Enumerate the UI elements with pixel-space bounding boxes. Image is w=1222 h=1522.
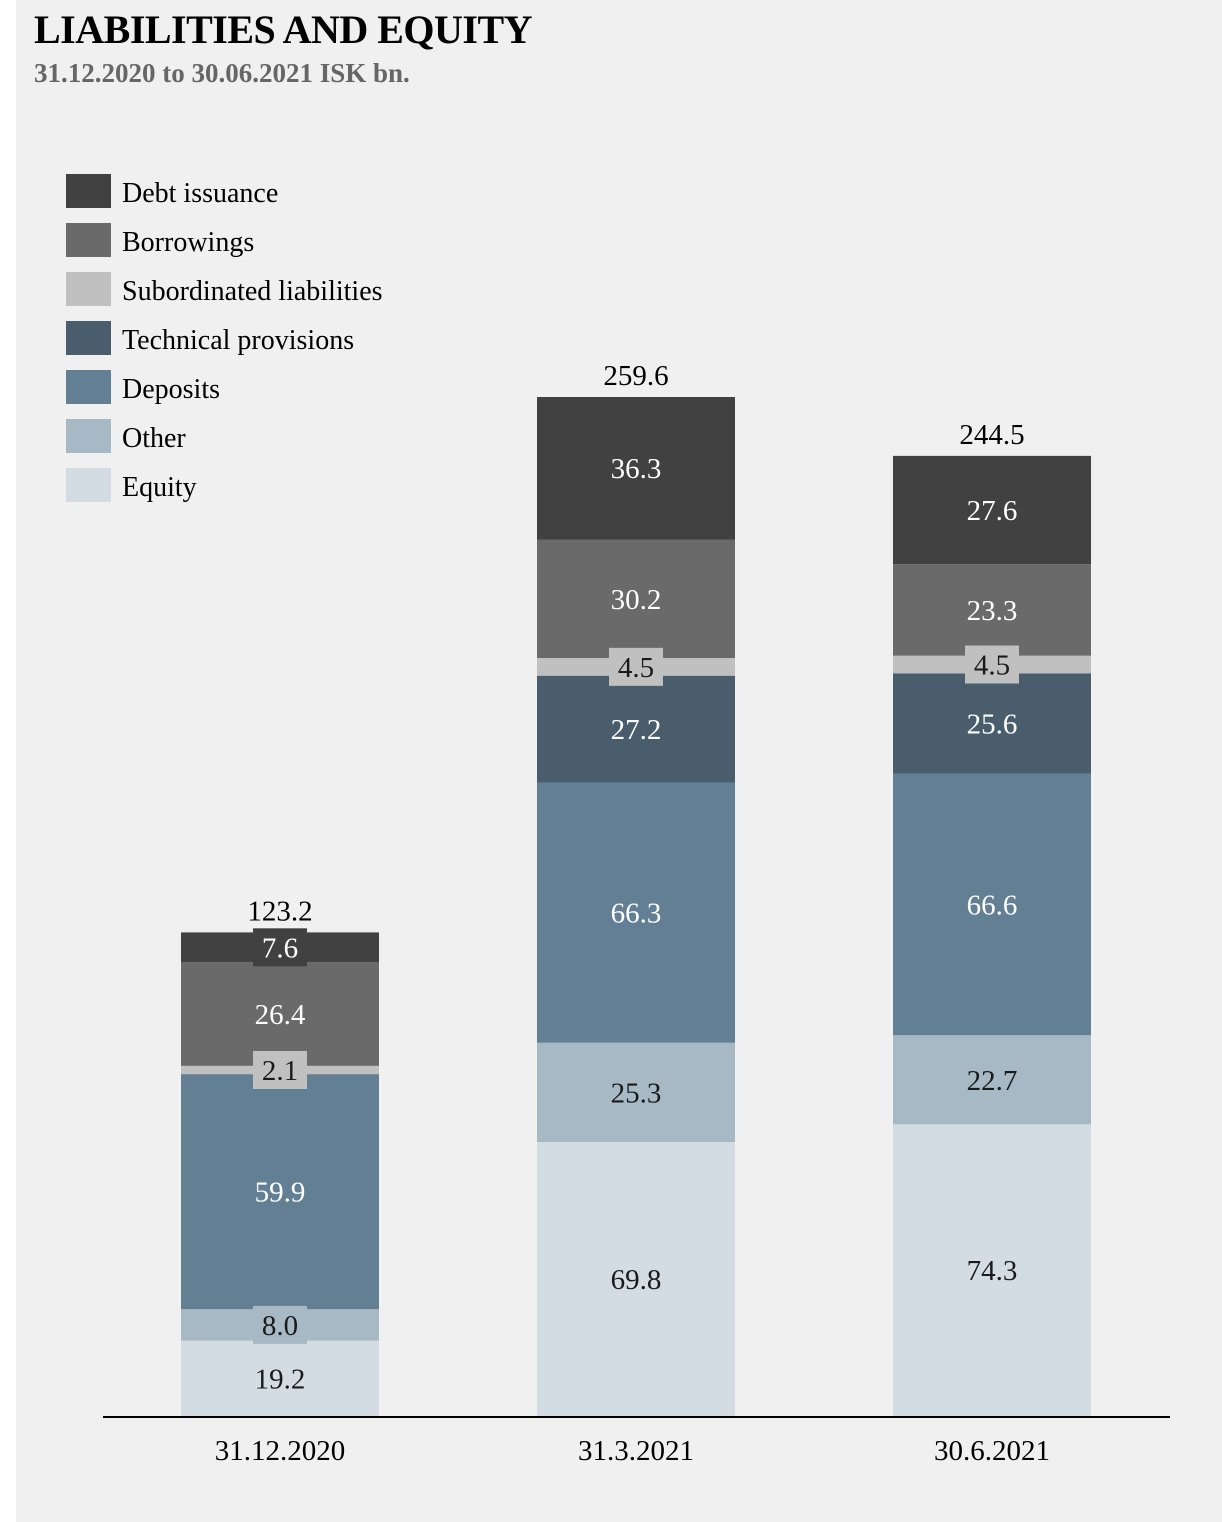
legend-label-debt-issuance: Debt issuance [122,178,278,209]
value-label-equity: 69.8 [611,1264,662,1296]
legend-swatch-borrowings [66,223,111,257]
legend-swatch-equity [66,468,111,502]
x-tick-label: 30.6.2021 [934,1435,1050,1467]
x-tick-label: 31.12.2020 [215,1435,346,1467]
bar-segment-borrowings [181,962,379,1066]
bar-segment-deposits [181,1074,379,1310]
value-label-other: 8.0 [262,1310,298,1342]
legend-label-equity: Equity [122,472,197,503]
value-label-bg [609,647,663,686]
legend-label-other: Other [122,423,186,454]
bar-segment-equity [893,1124,1091,1416]
value-label-subordinated-liabilities: 4.5 [974,650,1010,682]
value-label-borrowings: 30.2 [611,584,662,616]
bar-segment-deposits [537,782,735,1043]
legend-swatch-subordinated-liabilities [66,272,111,306]
value-label-deposits: 59.9 [255,1177,306,1209]
value-label-debt-issuance: 7.6 [262,932,298,964]
value-label-borrowings: 23.3 [967,595,1018,627]
value-label-bg [253,1050,307,1089]
bar-segment-borrowings [537,539,735,659]
value-label-debt-issuance: 36.3 [611,453,662,485]
bar-segment-equity [537,1142,735,1416]
value-label-equity: 19.2 [255,1363,306,1395]
total-label: 244.5 [959,419,1024,451]
bar-segment-other [893,1035,1091,1125]
x-tick-label: 31.3.2021 [578,1435,694,1467]
bar-segment-debt-issuance [537,397,735,540]
legend-swatch-technical-provisions [66,321,111,355]
legend-label-deposits: Deposits [122,374,220,405]
bar-segment-technical-provisions [537,675,735,783]
value-label-bg [253,928,307,967]
bars: 19.2 8.0 59.9 2.1 26.4 7.6 123.2 31.12.2020 69.8… [181,360,1091,1467]
total-label: 259.6 [603,360,668,392]
value-label-borrowings: 26.4 [255,999,306,1031]
value-label-technical-provisions: 27.2 [611,714,662,746]
bar-stack-31-12-2020: 19.2 8.0 59.9 2.1 26.4 7.6 123.2 31.12.2020 [181,895,379,1467]
total-label: 123.2 [247,895,312,927]
bar-segment-deposits [893,773,1091,1036]
value-label-bg [253,1305,307,1344]
legend-swatch-other [66,419,111,453]
value-label-deposits: 66.3 [611,898,662,930]
value-label-deposits: 66.6 [967,890,1018,922]
bar-stack-30-6-2021: 74.3 22.7 66.6 25.6 4.5 23.3 27.6 244.5 30.6.202… [893,419,1091,1467]
value-label-equity: 74.3 [967,1255,1018,1287]
value-label-debt-issuance: 27.6 [967,495,1018,527]
bar-segment-other [537,1042,735,1143]
chart-subtitle: 31.12.2020 to 30.06.2021 ISK bn. [34,58,410,88]
bar-segment-debt-issuance [893,455,1091,565]
value-label-other: 25.3 [611,1077,662,1109]
legend-swatch-debt-issuance [66,174,111,208]
legend: Debt issuance Borrowings Subordinated liab… [66,174,383,503]
legend-swatch-deposits [66,370,111,404]
chart-title: LIABILITIES AND EQUITY [34,7,533,52]
value-label-subordinated-liabilities: 2.1 [262,1055,298,1087]
bar-segment-technical-provisions [893,673,1091,774]
legend-label-subordinated-liabilities: Subordinated liabilities [122,276,383,307]
value-label-other: 22.7 [967,1065,1018,1097]
bar-segment-equity [181,1340,379,1416]
value-label-subordinated-liabilities: 4.5 [618,652,654,684]
bar-stack-31-3-2021: 69.8 25.3 66.3 27.2 4.5 30.2 36.3 259.6 31.3.202… [537,360,735,1467]
bar-segment-borrowings [893,564,1091,656]
value-label-bg [965,645,1019,684]
legend-label-borrowings: Borrowings [122,227,254,258]
legend-label-technical-provisions: Technical provisions [122,325,354,356]
value-label-technical-provisions: 25.6 [967,709,1018,741]
